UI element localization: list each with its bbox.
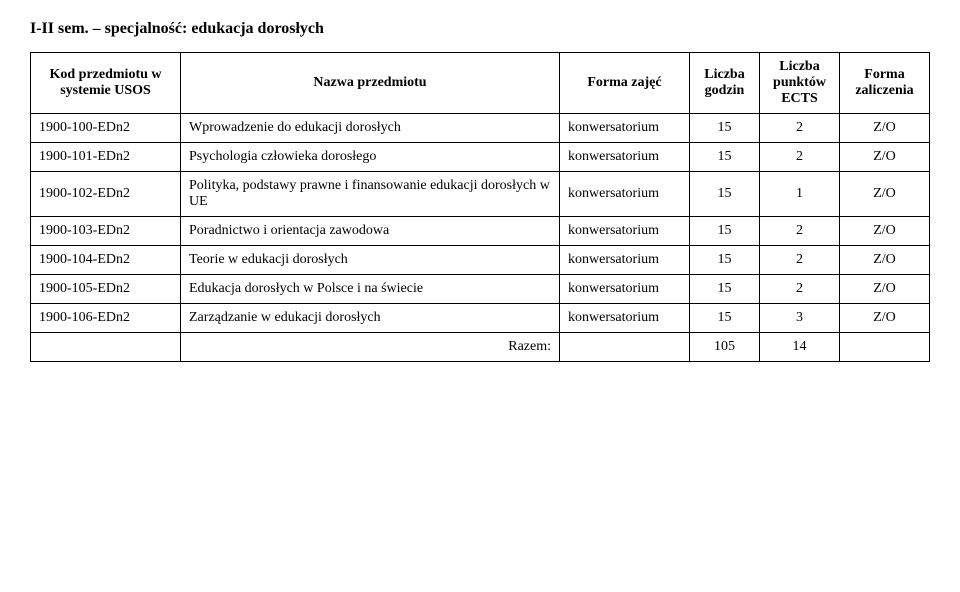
cell-form: konwersatorium [560, 172, 690, 217]
totals-empty [31, 333, 181, 362]
table-row: 1900-101-EDn2Psychologia człowieka doros… [31, 143, 930, 172]
cell-grade: Z/O [840, 217, 930, 246]
cell-code: 1900-102-EDn2 [31, 172, 181, 217]
cell-hours: 15 [690, 304, 760, 333]
totals-ects: 14 [760, 333, 840, 362]
cell-form: konwersatorium [560, 217, 690, 246]
table-totals-row: Razem: 10514 [31, 333, 930, 362]
cell-form: konwersatorium [560, 246, 690, 275]
cell-hours: 15 [690, 275, 760, 304]
cell-code: 1900-103-EDn2 [31, 217, 181, 246]
table-row: 1900-105-EDn2Edukacja dorosłych w Polsce… [31, 275, 930, 304]
totals-empty [840, 333, 930, 362]
cell-grade: Z/O [840, 246, 930, 275]
table-row: 1900-102-EDn2Polityka, podstawy prawne i… [31, 172, 930, 217]
header-code: Kod przedmiotu w systemie USOS [31, 53, 181, 114]
cell-ects: 2 [760, 217, 840, 246]
cell-code: 1900-106-EDn2 [31, 304, 181, 333]
cell-grade: Z/O [840, 275, 930, 304]
cell-name: Psychologia człowieka dorosłego [181, 143, 560, 172]
header-ects: Liczba punktów ECTS [760, 53, 840, 114]
cell-grade: Z/O [840, 114, 930, 143]
header-form: Forma zajęć [560, 53, 690, 114]
cell-hours: 15 [690, 246, 760, 275]
courses-table: Kod przedmiotu w systemie USOS Nazwa prz… [30, 52, 930, 362]
cell-code: 1900-104-EDn2 [31, 246, 181, 275]
cell-ects: 2 [760, 143, 840, 172]
header-hours: Liczba godzin [690, 53, 760, 114]
cell-form: konwersatorium [560, 143, 690, 172]
totals-empty [560, 333, 690, 362]
cell-form: konwersatorium [560, 275, 690, 304]
cell-form: konwersatorium [560, 304, 690, 333]
cell-ects: 2 [760, 246, 840, 275]
cell-code: 1900-100-EDn2 [31, 114, 181, 143]
cell-hours: 15 [690, 143, 760, 172]
cell-hours: 15 [690, 172, 760, 217]
totals-label: Razem: [181, 333, 560, 362]
header-name: Nazwa przedmiotu [181, 53, 560, 114]
cell-form: konwersatorium [560, 114, 690, 143]
cell-ects: 3 [760, 304, 840, 333]
cell-hours: 15 [690, 114, 760, 143]
page-heading: I-II sem. – specjalność: edukacja dorosł… [30, 20, 930, 38]
cell-name: Zarządzanie w edukacji dorosłych [181, 304, 560, 333]
cell-name: Teorie w edukacji dorosłych [181, 246, 560, 275]
cell-grade: Z/O [840, 304, 930, 333]
cell-name: Edukacja dorosłych w Polsce i na świecie [181, 275, 560, 304]
cell-code: 1900-101-EDn2 [31, 143, 181, 172]
table-row: 1900-103-EDn2Poradnictwo i orientacja za… [31, 217, 930, 246]
cell-hours: 15 [690, 217, 760, 246]
cell-name: Wprowadzenie do edukacji dorosłych [181, 114, 560, 143]
cell-name: Polityka, podstawy prawne i finansowanie… [181, 172, 560, 217]
cell-code: 1900-105-EDn2 [31, 275, 181, 304]
cell-grade: Z/O [840, 172, 930, 217]
cell-ects: 2 [760, 114, 840, 143]
totals-hours: 105 [690, 333, 760, 362]
table-row: 1900-104-EDn2Teorie w edukacji dorosłych… [31, 246, 930, 275]
cell-grade: Z/O [840, 143, 930, 172]
cell-ects: 2 [760, 275, 840, 304]
header-grade: Forma zaliczenia [840, 53, 930, 114]
table-row: 1900-106-EDn2Zarządzanie w edukacji doro… [31, 304, 930, 333]
table-row: 1900-100-EDn2Wprowadzenie do edukacji do… [31, 114, 930, 143]
cell-name: Poradnictwo i orientacja zawodowa [181, 217, 560, 246]
cell-ects: 1 [760, 172, 840, 217]
